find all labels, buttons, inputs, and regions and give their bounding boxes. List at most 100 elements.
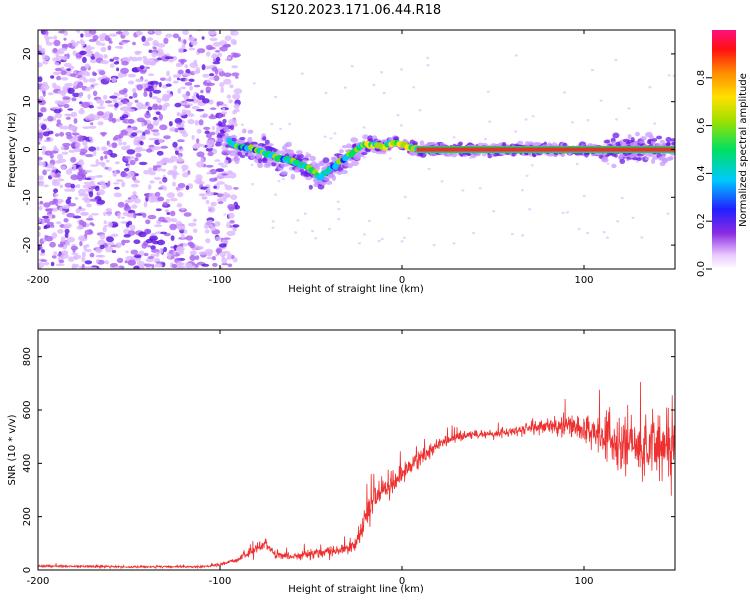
noise-blob: [96, 259, 100, 263]
noise-blob: [154, 263, 163, 268]
noise-blob: [117, 97, 125, 101]
noise-blob: [138, 231, 147, 238]
noise-blob: [38, 231, 41, 238]
noise-blob: [71, 97, 77, 102]
y-tick-label: 0: [22, 567, 33, 573]
x-tick-label: 0: [399, 576, 405, 587]
noise-blob: [124, 199, 132, 204]
noise-blob: [39, 252, 46, 256]
x-tick-label: -100: [209, 275, 232, 286]
noise-blob: [219, 82, 225, 88]
y-tick-label: -10: [22, 189, 33, 205]
y-tick-label: 600: [22, 400, 33, 419]
noise-blob: [337, 217, 341, 221]
noise-blob: [90, 213, 100, 216]
noise-blob: [73, 164, 77, 171]
noise-blob: [139, 141, 144, 146]
noise-blob: [158, 138, 163, 144]
ridge-halo-blob: [458, 141, 463, 146]
noise-blob: [188, 222, 197, 227]
noise-blob: [205, 199, 210, 205]
noise-blob: [51, 166, 57, 171]
noise-blob: [63, 31, 69, 36]
noise-blob: [201, 64, 206, 71]
noise-blob: [324, 91, 328, 95]
noise-blob: [452, 242, 456, 245]
noise-blob: [484, 137, 488, 141]
noise-blob: [183, 39, 187, 45]
noise-blob: [61, 66, 65, 70]
noise-blob: [531, 115, 535, 118]
noise-blob: [100, 47, 107, 52]
noise-blob: [148, 73, 155, 77]
noise-blob: [173, 165, 178, 171]
noise-blob: [65, 116, 71, 120]
noise-blob: [68, 149, 77, 153]
noise-blob: [206, 187, 211, 192]
noise-blob: [212, 61, 221, 65]
noise-blob: [227, 263, 233, 268]
noise-blob: [227, 94, 231, 97]
noise-blob: [87, 113, 95, 121]
ridge-halo-blob: [262, 136, 267, 141]
noise-blob: [78, 91, 84, 95]
noise-blob: [40, 259, 48, 262]
ridge-halo-blob: [351, 160, 359, 166]
x-tick-label: -200: [27, 576, 50, 587]
noise-blob: [146, 148, 153, 153]
noise-blob: [212, 262, 218, 267]
snr-y-ticks: 0 200 400 600 800: [22, 347, 675, 573]
ridge-halo-blob: [342, 145, 348, 149]
noise-blob: [71, 263, 77, 269]
noise-blob: [102, 94, 108, 100]
noise-blob: [92, 83, 99, 86]
noise-blob: [141, 35, 146, 43]
noise-blob: [103, 220, 107, 225]
noise-blob: [156, 150, 164, 156]
noise-blob: [194, 263, 199, 268]
noise-blob: [113, 266, 121, 269]
noise-blob: [55, 263, 65, 267]
noise-blob: [50, 171, 56, 178]
noise-blob: [156, 43, 166, 48]
noise-blob: [134, 99, 139, 103]
noise-blob: [62, 251, 66, 256]
noise-blob: [221, 262, 229, 266]
noise-blob: [228, 118, 237, 126]
noise-blob: [64, 82, 73, 87]
noise-blob: [412, 86, 416, 89]
noise-blob: [45, 169, 52, 172]
noise-blob: [58, 206, 63, 212]
ridge-halo-blob: [651, 158, 656, 164]
noise-blob: [198, 178, 202, 185]
noise-blob: [60, 77, 69, 81]
noise-blob: [362, 233, 366, 236]
noise-blob: [98, 174, 103, 178]
noise-blob: [187, 119, 195, 125]
noise-blob: [196, 93, 199, 98]
ridge-halo-blob: [656, 135, 663, 140]
noise-blob: [163, 246, 168, 253]
noise-blob: [181, 43, 186, 50]
noise-blob: [143, 169, 150, 175]
ridge-halo-blob: [668, 156, 674, 161]
noise-blob: [179, 129, 187, 134]
noise-blob: [189, 62, 199, 69]
noise-blob: [175, 262, 185, 266]
noise-blob: [228, 99, 233, 104]
noise-blob: [89, 252, 95, 258]
noise-blob: [145, 193, 150, 199]
noise-blob: [363, 156, 367, 159]
noise-blob: [50, 224, 55, 228]
spectrogram-x-ticks: -200 -100 0 100: [27, 30, 594, 286]
noise-blob: [177, 113, 184, 116]
noise-blob: [305, 151, 309, 154]
noise-blob: [192, 70, 201, 74]
ridge-halo-blob: [322, 157, 330, 164]
ridge-halo-blob: [216, 137, 224, 144]
noise-blob: [426, 63, 430, 67]
noise-blob: [134, 51, 141, 56]
noise-blob: [62, 225, 71, 229]
noise-blob: [230, 31, 234, 36]
noise-blob: [162, 93, 171, 100]
